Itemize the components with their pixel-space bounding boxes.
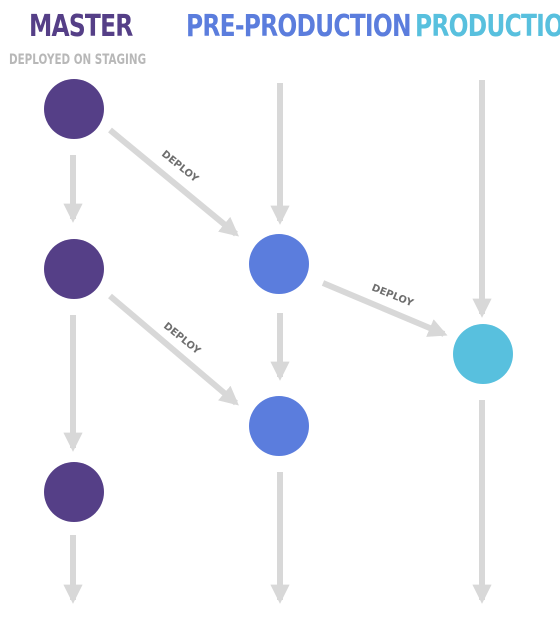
master-column-title: MASTER xyxy=(29,9,133,44)
master-column-subtitle: DEPLOYED ON STAGING xyxy=(9,52,147,68)
production-column-title: PRODUCTION xyxy=(415,9,560,44)
deploy-label-1: DEPLOY xyxy=(159,149,201,186)
preproduction-commit-node-1 xyxy=(249,234,309,294)
master-commit-node-3 xyxy=(44,462,104,522)
deploy-label-2: DEPLOY xyxy=(161,321,203,358)
master-commit-node-1 xyxy=(44,79,104,139)
preproduction-column-title: PRE-PRODUCTION xyxy=(186,9,412,44)
preproduction-commit-node-2 xyxy=(249,396,309,456)
deploy-arrow-master-to-preproduction-1 xyxy=(108,127,239,237)
deploy-arrow-master-to-preproduction-2 xyxy=(108,293,239,406)
production-commit-node-1 xyxy=(453,324,513,384)
master-commit-node-2 xyxy=(44,239,104,299)
deploy-arrow-preproduction-to-production xyxy=(321,280,448,337)
